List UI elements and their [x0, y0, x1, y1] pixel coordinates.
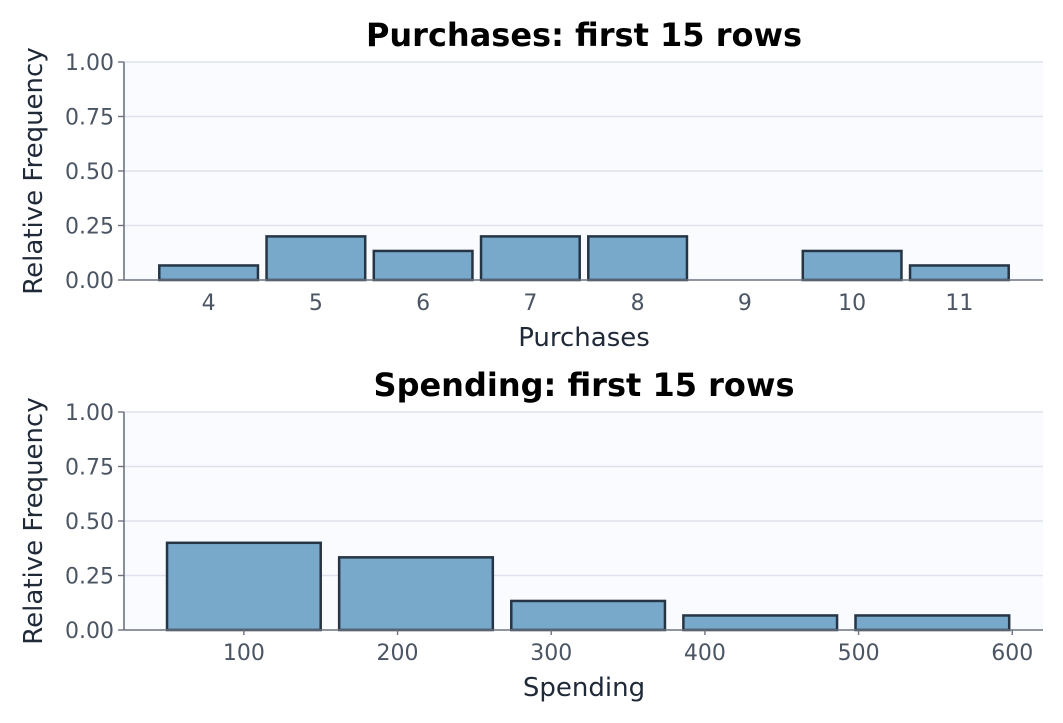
- purchases-x-axis-label: Purchases: [518, 323, 650, 353]
- purchases-x-tick-label: 4: [202, 291, 216, 316]
- purchases-x-tick-label: 10: [838, 291, 866, 316]
- purchases-x-tick-label: 6: [416, 291, 430, 316]
- spending-x-tick-label: 300: [530, 641, 572, 666]
- spending-bar: [165, 541, 322, 632]
- spending-title: Spending: first 15 rows: [374, 366, 795, 404]
- spending-bar: [510, 599, 667, 632]
- spending-y-tick-label: 1.00: [65, 401, 114, 426]
- spending-bar: [682, 614, 839, 632]
- purchases-bar: [587, 235, 689, 282]
- spending-y-tick-label: 0.75: [65, 456, 114, 481]
- spending-bar: [337, 556, 495, 632]
- purchases-x-tick-label: 5: [309, 291, 323, 316]
- purchases-y-tick-label: 0.50: [65, 160, 114, 185]
- purchases-x-tick-label: 7: [523, 291, 537, 316]
- purchases-title: Purchases: first 15 rows: [366, 16, 802, 54]
- purchases-bar: [801, 249, 903, 282]
- spending-y-tick-label: 0.25: [65, 565, 114, 590]
- spending-x-tick-label: 600: [991, 641, 1033, 666]
- spending-x-tick-label: 100: [223, 641, 265, 666]
- purchases-chart: 0.00 0.25 0.50 0.75 1.00 4 5 6 7 8 9 10 11 Purchase…: [19, 16, 1043, 353]
- purchases-y-axis-label: Relative Frequency: [19, 47, 49, 294]
- spending-x-tick-label: 400: [684, 641, 726, 666]
- spending-y-axis-label: Relative Frequency: [19, 397, 49, 644]
- purchases-bar: [158, 264, 260, 282]
- spending-x-axis-label: Spending: [523, 673, 645, 703]
- purchases-bar: [265, 235, 367, 282]
- spending-y-tick-label: 0.50: [65, 510, 114, 535]
- purchases-gridlines: [124, 61, 1043, 227]
- purchases-y-tick-label: 0.75: [65, 106, 114, 131]
- spending-y-ticks: 0.00 0.25 0.50 0.75 1.00: [65, 401, 124, 644]
- purchases-y-tick-label: 0.25: [65, 215, 114, 240]
- purchases-bar: [908, 264, 1010, 282]
- purchases-y-tick-label: 1.00: [65, 51, 114, 76]
- spending-bar: [854, 614, 1011, 632]
- spending-x-tick-label: 500: [838, 641, 880, 666]
- spending-x-tick-label: 200: [377, 641, 419, 666]
- purchases-x-tick-label: 8: [631, 291, 645, 316]
- purchases-x-tick-label: 11: [945, 291, 973, 316]
- purchases-x-ticks: 4 5 6 7 8 9 10 11: [202, 291, 974, 316]
- purchases-bar: [479, 235, 581, 282]
- purchases-bar: [372, 249, 474, 282]
- spending-bars: [165, 541, 1011, 632]
- purchases-y-ticks: 0.00 0.25 0.50 0.75 1.00: [65, 51, 124, 294]
- spending-chart: 0.000.250.500.751.00 100 200 300 400 500 600 …: [19, 366, 1043, 703]
- purchases-y-tick-label: 0.00: [65, 269, 114, 294]
- spending-y-tick-label: 0.00: [65, 619, 114, 644]
- spending-x-ticks: 100 200 300 400 500 600: [223, 630, 1033, 666]
- purchases-x-tick-label: 9: [738, 291, 752, 316]
